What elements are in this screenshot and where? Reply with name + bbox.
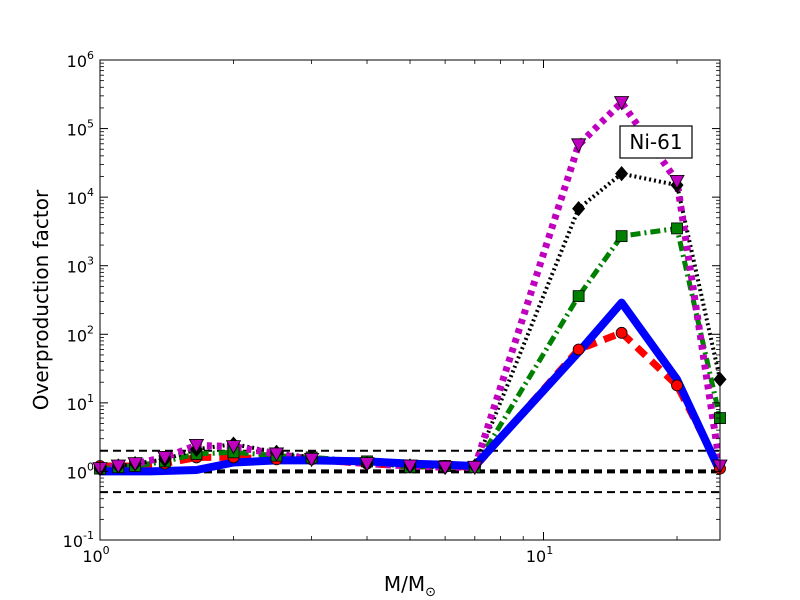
series-3-marker-7	[303, 452, 320, 468]
y-tick-label-1: 100	[67, 460, 94, 482]
annotation-label: Ni-61	[629, 130, 682, 154]
x-tick-label-1: 101	[526, 544, 553, 566]
series-1-marker-13	[615, 230, 628, 243]
y-axis-label: Overproduction factor	[29, 189, 53, 410]
x-tick-exp-0: 0	[103, 544, 110, 557]
y-tick-exp-3: 2	[87, 323, 94, 336]
y-tick-base-2: 10	[67, 395, 87, 414]
y-tick-base-1: 10	[67, 463, 87, 482]
series-3-marker-3	[157, 451, 173, 466]
x-tick-exp-1: 1	[546, 544, 553, 557]
y-tick-exp-1: 0	[87, 460, 94, 473]
series-0-marker-12	[572, 343, 585, 356]
x-tick-label-0: 100	[82, 544, 109, 566]
series-0-marker-13	[615, 326, 628, 339]
y-tick-base-0: 10	[63, 532, 83, 551]
series-0-marker-14	[671, 379, 683, 392]
y-tick-base-3: 10	[67, 326, 87, 345]
series-2-marker-12	[572, 201, 586, 217]
series-1-marker-12	[572, 290, 585, 303]
x-axis-label: M/M⊙	[384, 572, 436, 600]
y-tick-exp-4: 3	[87, 255, 94, 268]
y-tick-label-0: 10-1	[63, 529, 94, 551]
y-tick-base-5: 10	[67, 189, 87, 208]
series-3-marker-4	[188, 438, 205, 454]
y-tick-label-3: 102	[67, 323, 94, 345]
y-tick-base-7: 10	[67, 52, 87, 71]
y-tick-label-6: 105	[67, 118, 94, 140]
series-3-marker-1	[110, 459, 127, 474]
y-tick-base-4: 10	[67, 258, 87, 277]
series-3-marker-10	[437, 460, 453, 476]
series-3-marker-14	[669, 174, 685, 190]
series-line-4	[100, 298, 720, 476]
y-tick-exp-0: -1	[83, 529, 94, 542]
y-tick-exp-6: 5	[87, 118, 94, 131]
series-3-marker-6	[268, 447, 285, 462]
series-3-marker-2	[127, 457, 143, 472]
x-tick-base-0: 10	[82, 547, 102, 566]
y-tick-exp-5: 4	[87, 186, 94, 199]
annotation-box: Ni-61	[619, 125, 693, 159]
series-3-marker-13	[613, 96, 630, 111]
series-3-marker-11	[467, 460, 483, 476]
y-tick-exp-7: 6	[87, 49, 94, 62]
series-1-marker-14	[671, 222, 683, 235]
series-3-marker-12	[570, 138, 587, 153]
series-2-marker-13	[615, 166, 629, 182]
series-3-marker-9	[402, 459, 418, 474]
x-tick-base-1: 10	[526, 547, 546, 566]
y-tick-label-4: 103	[67, 255, 94, 277]
x-axis-label-main: M/M	[384, 572, 425, 596]
y-tick-label-5: 104	[67, 186, 94, 208]
y-tick-label-2: 101	[67, 392, 94, 414]
series-layer	[100, 99, 720, 476]
series-3-marker-8	[359, 457, 375, 472]
series-3-marker-5	[225, 440, 242, 455]
y-tick-label-7: 106	[67, 49, 94, 71]
x-axis-label-sub: ⊙	[425, 585, 436, 600]
y-tick-exp-2: 1	[87, 392, 94, 405]
y-tick-base-6: 10	[67, 121, 87, 140]
